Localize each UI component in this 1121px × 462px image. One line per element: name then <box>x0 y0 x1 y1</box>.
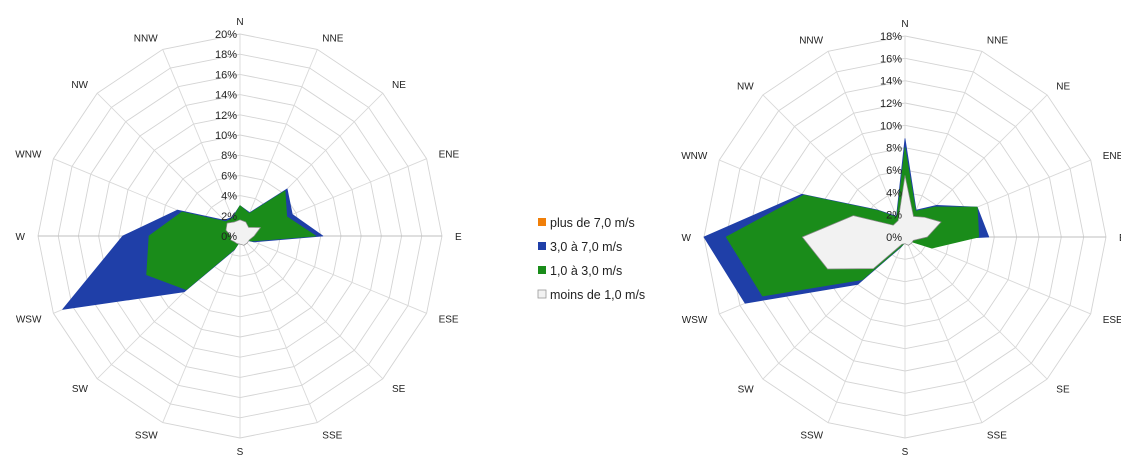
direction-label-nw: NW <box>737 82 754 93</box>
tick-label: 12% <box>880 98 902 110</box>
legend-label-1-a-3: 1,0 à 3,0 m/s <box>550 264 622 278</box>
series-areas <box>62 188 324 310</box>
direction-label-sw: SW <box>72 384 89 395</box>
direction-label-nne: NNE <box>322 33 343 44</box>
tick-label: 8% <box>886 143 902 155</box>
direction-label-sw: SW <box>738 384 755 395</box>
direction-label-n: N <box>901 19 908 30</box>
direction-label-ese: ESE <box>1103 315 1121 326</box>
spoke-nnw <box>162 49 241 237</box>
tick-label: 10% <box>215 130 237 142</box>
tick-label: 4% <box>886 187 902 199</box>
direction-label-s: S <box>237 447 244 458</box>
direction-label-n: N <box>236 17 243 28</box>
radial-tick-labels: 0% 2% 4% 6% 8% 10% 12% 14% 16% 18% 20% <box>215 29 237 243</box>
legend-swatch-moins-de-1 <box>537 289 547 299</box>
wind-rose-chart-right: 0% 2% 4% 6% 8% 10% 12% 14% 16% 18%N NNE NE ENE E ESE SE… <box>681 19 1121 458</box>
direction-label-w: W <box>682 233 692 244</box>
tick-label: 12% <box>215 110 237 122</box>
legend-item-plus-de-7: plus de 7,0 m/s <box>538 216 635 230</box>
tick-label: 0% <box>221 231 237 243</box>
direction-label-ssw: SSW <box>135 431 158 442</box>
radial-tick-labels: 0% 2% 4% 6% 8% 10% 12% 14% 16% 18% <box>880 31 902 244</box>
legend-item-3-a-7: 3,0 à 7,0 m/s <box>538 240 622 254</box>
tick-label: 0% <box>886 232 902 244</box>
tick-label: 16% <box>215 69 237 81</box>
spoke-nnw <box>827 51 906 238</box>
tick-label: 2% <box>221 211 237 223</box>
direction-label-se: SE <box>1056 384 1070 395</box>
legend-label-3-a-7: 3,0 à 7,0 m/s <box>550 240 622 254</box>
spoke-nw <box>96 92 241 237</box>
direction-label-e: E <box>1119 233 1121 244</box>
tick-label: 6% <box>886 165 902 177</box>
direction-label-nnw: NNW <box>799 35 823 46</box>
tick-label: 10% <box>880 120 902 132</box>
direction-label-ene: ENE <box>1103 151 1121 162</box>
spoke-nne <box>239 49 318 237</box>
direction-labels: N NNE NE ENE E ESE SE SSE S SSW SW WSW W WNW NW NNW <box>681 19 1121 458</box>
direction-label-w: W <box>16 232 26 243</box>
direction-label-sse: SSE <box>322 431 342 442</box>
tick-label: 20% <box>215 29 237 41</box>
direction-label-ene: ENE <box>439 150 460 161</box>
tick-label: 8% <box>221 150 237 162</box>
tick-label: 4% <box>221 191 237 203</box>
direction-label-nnw: NNW <box>134 33 158 44</box>
direction-label-ne: NE <box>392 80 406 91</box>
direction-label-wsw: WSW <box>682 315 708 326</box>
legend-label-moins-de-1: moins de 1,0 m/s <box>550 288 645 302</box>
tick-label: 2% <box>886 210 902 222</box>
legend-swatch-3-a-7 <box>538 242 546 250</box>
direction-label-se: SE <box>392 384 406 395</box>
tick-label: 18% <box>880 31 902 43</box>
spoke-ese <box>239 235 427 314</box>
direction-label-wsw: WSW <box>16 314 42 325</box>
direction-label-nw: NW <box>71 80 88 91</box>
spoke-ese <box>904 236 1091 315</box>
direction-label-ese: ESE <box>439 314 459 325</box>
spoke-ssw <box>827 236 906 423</box>
direction-label-e: E <box>455 232 462 243</box>
wind-rose-chart-left: 0% 2% 4% 6% 8% 10% 12% 14% 16% 18% 20%N NNE NE ENE E ES… <box>15 17 462 458</box>
legend-swatch-1-a-3 <box>538 266 546 274</box>
series-area-moins-de-1-0-m-s <box>801 175 942 270</box>
direction-label-ne: NE <box>1056 82 1070 93</box>
spoke-nne <box>904 51 983 238</box>
spoke-sse <box>904 236 983 423</box>
spoke-ssw <box>162 235 241 423</box>
direction-label-ssw: SSW <box>800 431 823 442</box>
direction-label-wnw: WNW <box>681 151 708 162</box>
direction-label-sse: SSE <box>987 431 1007 442</box>
series-area-moins-de-1-0-m-s <box>225 219 261 246</box>
legend-label-plus-de-7: plus de 7,0 m/s <box>550 216 635 230</box>
legend-item-moins-de-1: moins de 1,0 m/s <box>537 288 645 302</box>
direction-label-s: S <box>902 447 909 458</box>
legend-swatch-plus-de-7 <box>538 218 546 226</box>
direction-labels: N NNE NE ENE E ESE SE SSE S SSW SW WSW W WNW NW NNW <box>15 17 462 458</box>
spoke-se <box>904 236 1048 380</box>
direction-label-wnw: WNW <box>15 150 42 161</box>
direction-label-nne: NNE <box>987 35 1008 46</box>
spoke-se <box>239 235 384 380</box>
spoke-sse <box>239 235 318 423</box>
tick-label: 18% <box>215 49 237 61</box>
grid <box>37 33 443 439</box>
tick-label: 14% <box>880 76 902 88</box>
series-areas <box>703 138 990 304</box>
legend: plus de 7,0 m/s 3,0 à 7,0 m/s 1,0 à 3,0 … <box>537 216 645 302</box>
tick-label: 6% <box>221 170 237 182</box>
tick-label: 14% <box>215 90 237 102</box>
legend-item-1-a-3: 1,0 à 3,0 m/s <box>538 264 622 278</box>
tick-label: 16% <box>880 53 902 65</box>
